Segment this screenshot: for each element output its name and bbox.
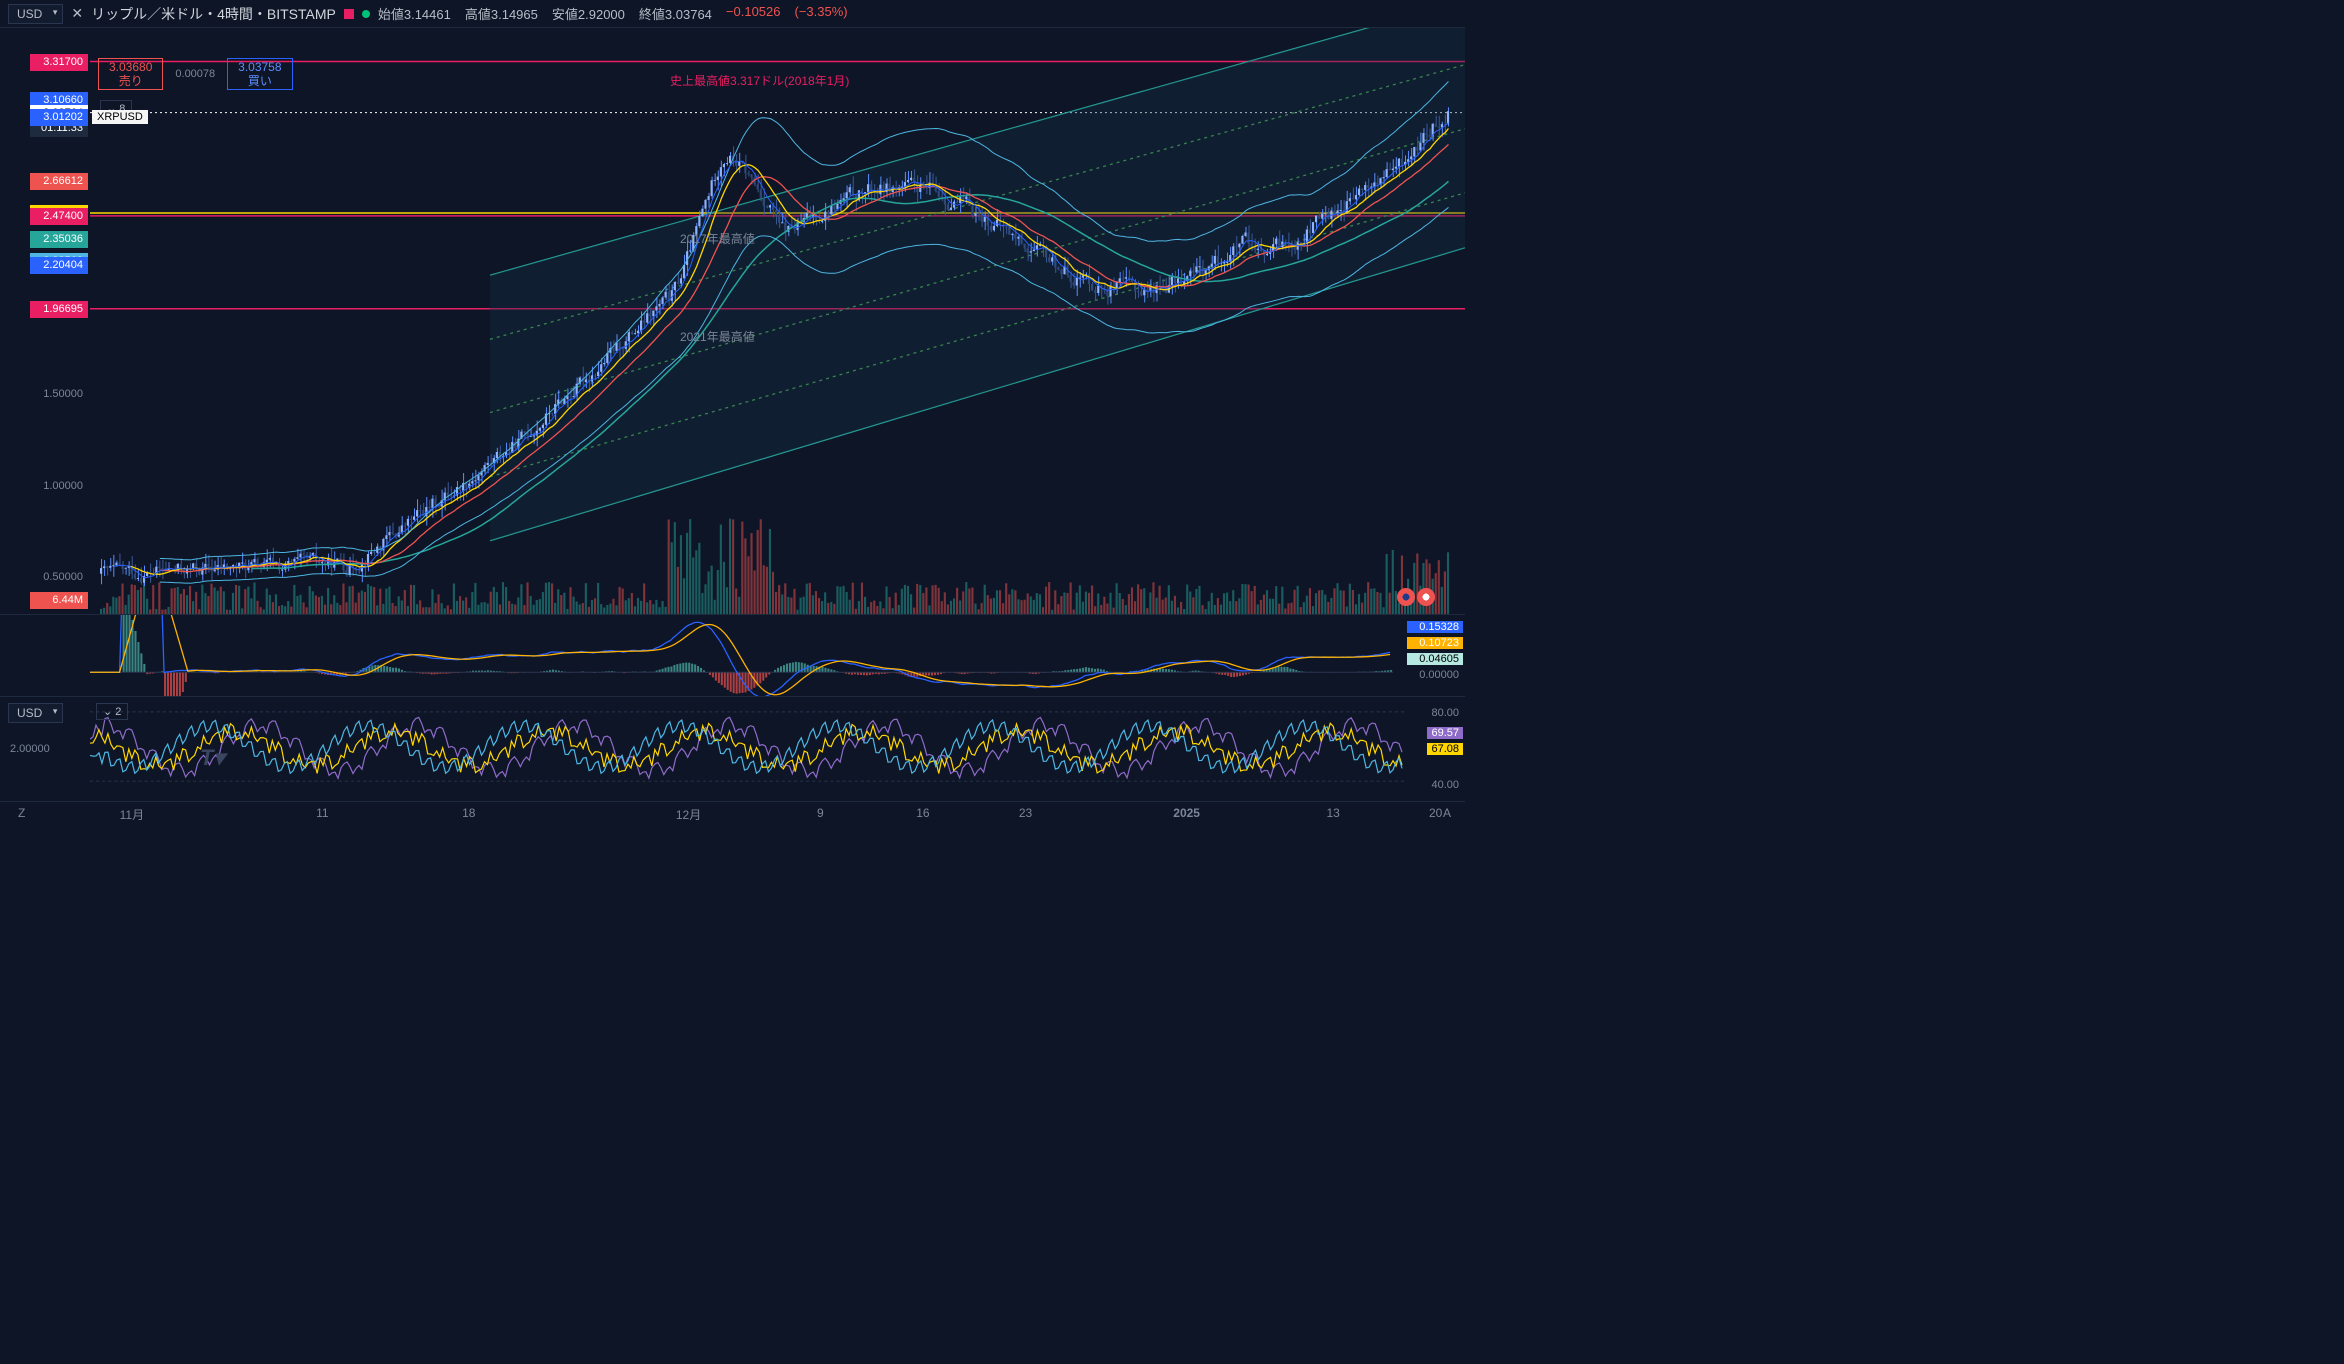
time-tick: 18 (462, 806, 475, 820)
price-tag: 3.01202 (30, 109, 88, 126)
price-tick: 1.00000 (30, 478, 88, 495)
annotation-2021: 2021年最高値 (680, 328, 755, 345)
price-tag: 3.31700 (30, 54, 88, 71)
rsi-value: 67.08 (1427, 743, 1463, 755)
time-tick: 11月 (120, 806, 144, 823)
sell-button[interactable]: 3.03680 売り (98, 58, 163, 90)
rsi-value: 69.57 (1427, 727, 1463, 739)
time-tick: 13 (1326, 806, 1339, 820)
macd-value: 0.10723 (1407, 637, 1463, 649)
rsi-panel[interactable]: USD 2.00000 ⌄ 2 T▾ 80.00 69.57 67.08 40.00 (0, 696, 1465, 801)
price-tick: 1.50000 (30, 386, 88, 403)
macd-value: 0.00000 (1407, 669, 1463, 681)
rsi-expand[interactable]: ⌄ 2 (96, 703, 128, 720)
time-tick: 11 (316, 806, 328, 820)
annotation-ath: 史上最高値3.317ドル(2018年1月) (670, 72, 849, 89)
chart-title: リップル／米ドル・4時間・BITSTAMP (91, 4, 336, 24)
macd-value: 0.04605 (1407, 653, 1463, 665)
flag-icons (1397, 588, 1435, 606)
time-tick: 2025 (1173, 806, 1200, 820)
volume-tag: 6.44M (30, 592, 88, 609)
sell-buy-pad: 3.03680 売り 0.00078 3.03758 買い (98, 58, 293, 90)
price-tag: 2.35036 (30, 231, 88, 248)
indicator-badge (344, 9, 354, 19)
spread-value: 0.00078 (175, 68, 215, 80)
symbol-label: XRPUSD (92, 110, 148, 124)
annotation-2017: 2017年最高値 (680, 230, 755, 247)
time-tick: 20 (1429, 806, 1442, 820)
main-chart-panel[interactable]: 3.317003.106603.0376401:11:333.012022.66… (0, 28, 1465, 614)
close-icon[interactable]: ✕ (71, 5, 83, 22)
time-tick: 12月 (676, 806, 701, 823)
macd-value: 0.15328 (1407, 621, 1463, 633)
scale-z[interactable]: Z (18, 806, 25, 820)
price-axis[interactable]: 3.317003.106603.0376401:11:333.012022.66… (0, 28, 90, 614)
price-tag: 1.96695 (30, 301, 88, 318)
buy-button[interactable]: 3.03758 買い (227, 58, 292, 90)
macd-panel[interactable]: 0.15328 0.10723 0.04605 0.00000 (0, 614, 1465, 696)
market-status-dot (362, 10, 370, 18)
time-tick: 16 (916, 806, 929, 820)
price-tag: 2.20404 (30, 257, 88, 274)
price-tag: 2.47400 (30, 208, 88, 225)
scale-a[interactable]: A (1443, 806, 1451, 820)
top-bar: USD ✕ リップル／米ドル・4時間・BITSTAMP 始値3.14461 高値… (0, 0, 1465, 28)
rsi-value: 80.00 (1427, 707, 1463, 719)
time-tick: 23 (1019, 806, 1032, 820)
time-axis[interactable]: Z A 11月 11 18 12月 9 16 23 2025 13 20 (0, 801, 1465, 825)
ohlc-readout: 始値3.14461 高値3.14965 安値2.92000 終値3.03764 … (378, 4, 848, 23)
rsi-currency-dropdown[interactable]: USD (8, 703, 63, 723)
rsi-left-tick: 2.00000 (10, 743, 50, 755)
tradingview-logo: T▾ (200, 745, 224, 771)
currency-dropdown[interactable]: USD (8, 4, 63, 24)
time-tick: 9 (817, 806, 824, 820)
rsi-value: 40.00 (1427, 779, 1463, 791)
price-tag: 2.66612 (30, 173, 88, 190)
price-tick: 0.50000 (30, 569, 88, 586)
